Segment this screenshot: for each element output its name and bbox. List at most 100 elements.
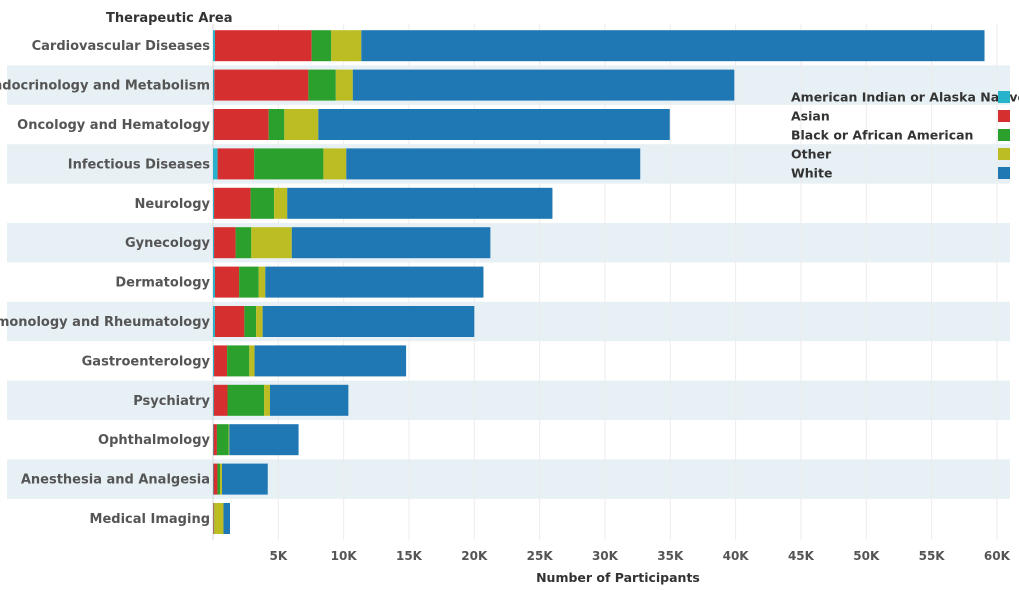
bar-segment[interactable] (214, 266, 240, 298)
bar-segment[interactable] (274, 187, 288, 219)
bar-segment[interactable] (361, 30, 985, 62)
bar-segment[interactable] (284, 109, 319, 140)
bar-segment[interactable] (249, 345, 255, 377)
bar-segment[interactable] (235, 227, 252, 259)
bar-segment[interactable] (308, 69, 336, 101)
category-labels: Cardiovascular Diseases Endocrinology and… (0, 39, 211, 527)
bar-segment[interactable] (228, 424, 230, 456)
bar-segment[interactable] (239, 266, 259, 298)
bar-segment[interactable] (217, 148, 255, 180)
bar-segment[interactable] (214, 187, 251, 219)
bar-segment[interactable] (318, 109, 670, 140)
bar-segment[interactable] (213, 266, 215, 298)
category-label: Gynecology (125, 236, 211, 251)
bar-segment[interactable] (223, 503, 230, 534)
x-tick-label: 40K (723, 549, 750, 563)
bars (213, 30, 985, 534)
bar-segment[interactable] (213, 109, 269, 140)
bar-segment[interactable] (213, 424, 214, 456)
bar-segment[interactable] (214, 306, 245, 337)
bar-segment[interactable] (213, 306, 215, 337)
bar-segment[interactable] (213, 345, 215, 377)
category-label: Cardiovascular Diseases (32, 39, 211, 54)
bar-segment[interactable] (229, 424, 299, 456)
x-tick-label: 55K (919, 549, 946, 563)
bar-segment[interactable] (214, 30, 312, 62)
bar-segment[interactable] (258, 266, 266, 298)
legend-label: White (791, 166, 832, 181)
bar-segment[interactable] (220, 463, 223, 495)
bar-segment[interactable] (214, 503, 224, 534)
bar-segment[interactable] (222, 463, 268, 495)
bar-segment[interactable] (213, 109, 214, 140)
category-label: Neurology (135, 197, 211, 212)
x-tick-labels: 5K 10K 15K 20K 25K 30K 35K 40K 45K 50K 55K 60K (269, 549, 1010, 563)
bar-segment[interactable] (264, 384, 270, 416)
bar-segment[interactable] (287, 187, 553, 219)
x-tick-label: 10K (331, 549, 358, 563)
legend-swatch[interactable] (998, 148, 1010, 160)
legend-swatch[interactable] (998, 110, 1010, 122)
row-header: Therapeutic Area (106, 11, 232, 26)
bar-segment[interactable] (268, 109, 285, 140)
bar-segment[interactable] (216, 424, 229, 456)
category-label: Infectious Diseases (68, 157, 211, 172)
bar-segment[interactable] (323, 148, 347, 180)
bar-segment[interactable] (213, 148, 218, 180)
bar-segment[interactable] (311, 30, 332, 62)
x-tick-label: 15K (396, 549, 423, 563)
bar-segment[interactable] (346, 148, 641, 180)
bar-segment[interactable] (251, 227, 292, 259)
bar-segment[interactable] (213, 384, 214, 416)
legend-swatch[interactable] (998, 91, 1010, 103)
bar-segment[interactable] (213, 463, 214, 495)
x-tick-label: 50K (853, 549, 880, 563)
bar-segment[interactable] (244, 306, 257, 337)
bar-segment[interactable] (265, 266, 484, 298)
x-tick-label: 45K (788, 549, 815, 563)
bar-segment[interactable] (291, 227, 491, 259)
legend-label: Other (791, 147, 832, 162)
category-label: Psychiatry (133, 394, 210, 409)
x-tick-label: 30K (592, 549, 619, 563)
legend-label: American Indian or Alaska Native (791, 90, 1019, 105)
bar-segment[interactable] (214, 227, 236, 259)
row-band (7, 223, 1010, 263)
bar-segment[interactable] (213, 187, 215, 219)
bar-segment[interactable] (213, 227, 215, 259)
legend-label: Asian (791, 109, 830, 124)
bar-segment[interactable] (213, 503, 214, 534)
legend-swatch[interactable] (998, 167, 1010, 179)
bar-segment[interactable] (213, 424, 217, 456)
x-tick-label: 25K (527, 549, 554, 563)
bar-segment[interactable] (335, 69, 353, 101)
category-label: Dermatology (115, 276, 210, 291)
bar-segment[interactable] (217, 463, 221, 495)
bar-segment[interactable] (256, 306, 263, 337)
x-tick-label: 60K (984, 549, 1011, 563)
bar-segment[interactable] (214, 69, 309, 101)
legend-swatch[interactable] (998, 129, 1010, 141)
row-band (7, 380, 1010, 420)
bar-segment[interactable] (213, 69, 215, 101)
bar-segment[interactable] (262, 306, 475, 337)
legend[interactable]: American Indian or Alaska Native Asian Bla… (791, 90, 1019, 181)
category-label: Pulmonology and Rheumatology (0, 315, 211, 330)
bar-segment[interactable] (227, 345, 250, 377)
bar-segment[interactable] (213, 30, 215, 62)
bar-segment[interactable] (227, 384, 265, 416)
bar-segment[interactable] (254, 148, 324, 180)
row-band (7, 459, 1010, 499)
x-axis-title: Number of Participants (536, 570, 700, 585)
bar-segment[interactable] (250, 187, 275, 219)
bar-segment[interactable] (213, 463, 218, 495)
bar-segment[interactable] (331, 30, 362, 62)
bar-segment[interactable] (269, 384, 349, 416)
bar-segment[interactable] (352, 69, 735, 101)
bar-segment[interactable] (214, 345, 228, 377)
x-tick-label: 20K (461, 549, 488, 563)
legend-label: Black or African American (791, 128, 973, 143)
bar-segment[interactable] (254, 345, 407, 377)
bar-segment[interactable] (213, 384, 228, 416)
